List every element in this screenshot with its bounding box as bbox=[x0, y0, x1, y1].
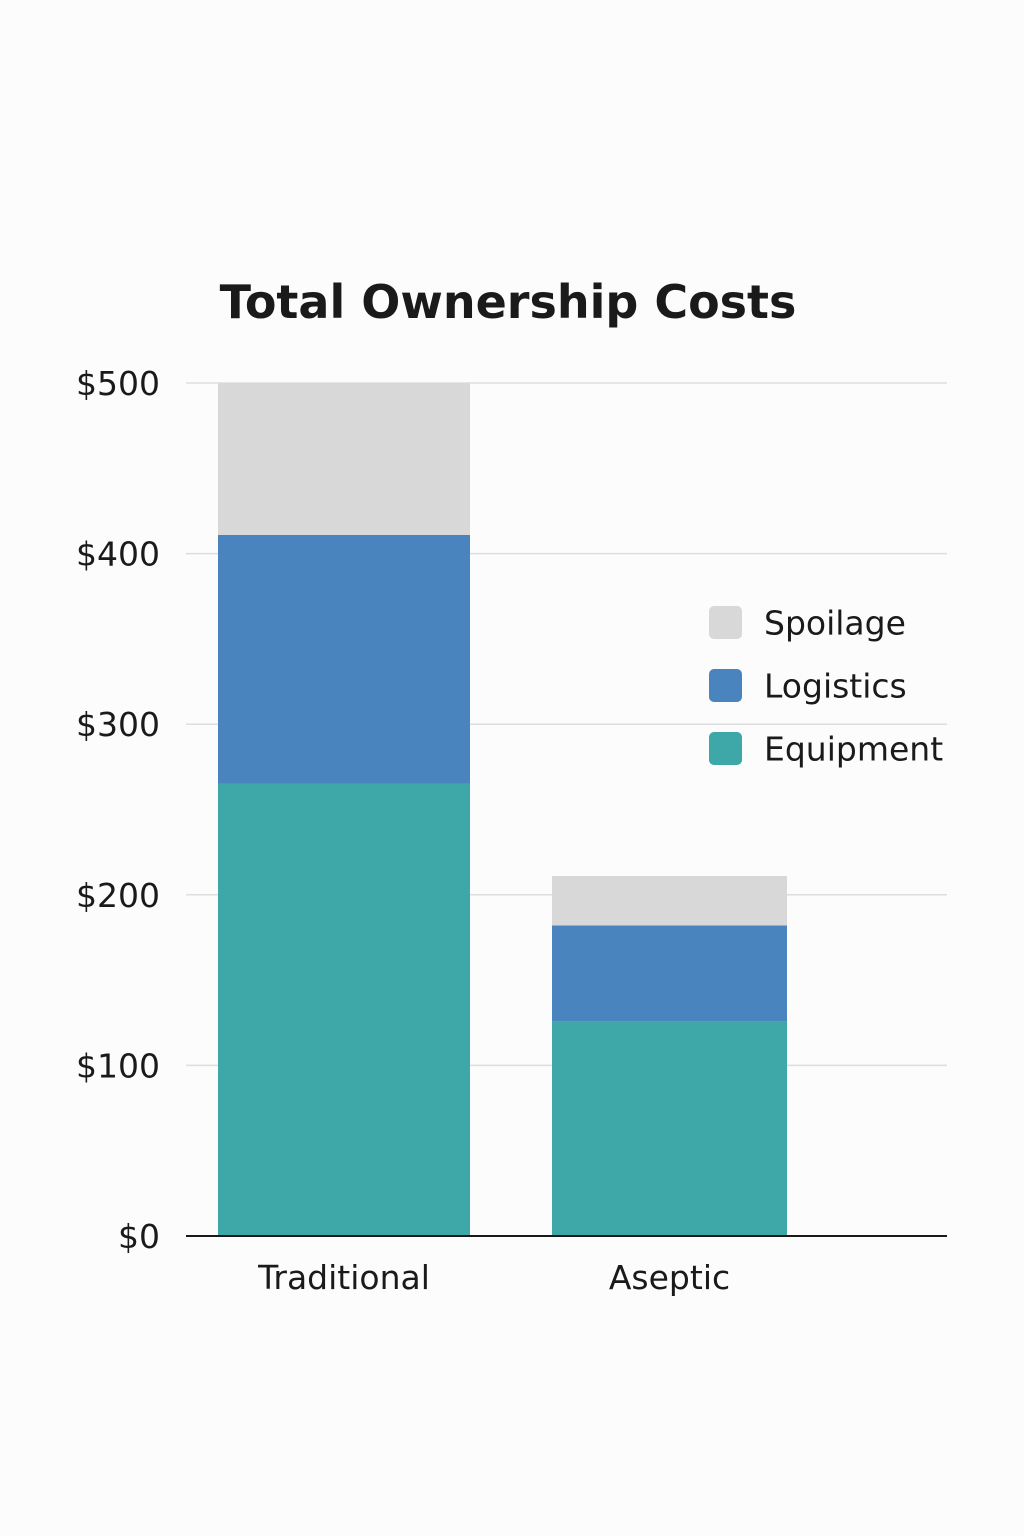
y-tick-label: $500 bbox=[76, 364, 160, 403]
bar-segment-logistics-aseptic bbox=[552, 925, 787, 1022]
x-tick-label: Aseptic bbox=[609, 1258, 730, 1297]
y-tick-label: $300 bbox=[76, 705, 160, 744]
y-tick-label: $200 bbox=[76, 876, 160, 915]
legend: Spoilage Logistics Equipment bbox=[709, 604, 943, 769]
legend-swatch-equipment bbox=[709, 732, 742, 765]
bar-segment-spoilage-traditional bbox=[218, 383, 470, 535]
bars bbox=[218, 383, 787, 1236]
bar-segment-equipment-traditional bbox=[218, 783, 470, 1236]
x-axis-ticks: Traditional Aseptic bbox=[257, 1258, 730, 1297]
y-tick-label: $400 bbox=[76, 535, 160, 574]
bar-segment-logistics-traditional bbox=[218, 534, 470, 784]
legend-label-equipment: Equipment bbox=[764, 730, 943, 769]
bar-segment-spoilage-aseptic bbox=[552, 876, 787, 926]
legend-label-spoilage: Spoilage bbox=[764, 604, 906, 643]
y-axis-ticks: $0 $100 $200 $300 $400 $500 bbox=[76, 364, 160, 1256]
legend-swatch-spoilage bbox=[709, 606, 742, 639]
legend-label-logistics: Logistics bbox=[764, 667, 907, 706]
chart-title: Total Ownership Costs bbox=[220, 275, 797, 329]
y-tick-label: $100 bbox=[76, 1046, 160, 1085]
bar-segment-equipment-aseptic bbox=[552, 1021, 787, 1236]
x-tick-label: Traditional bbox=[257, 1258, 430, 1297]
y-tick-label: $0 bbox=[118, 1217, 160, 1256]
legend-swatch-logistics bbox=[709, 669, 742, 702]
